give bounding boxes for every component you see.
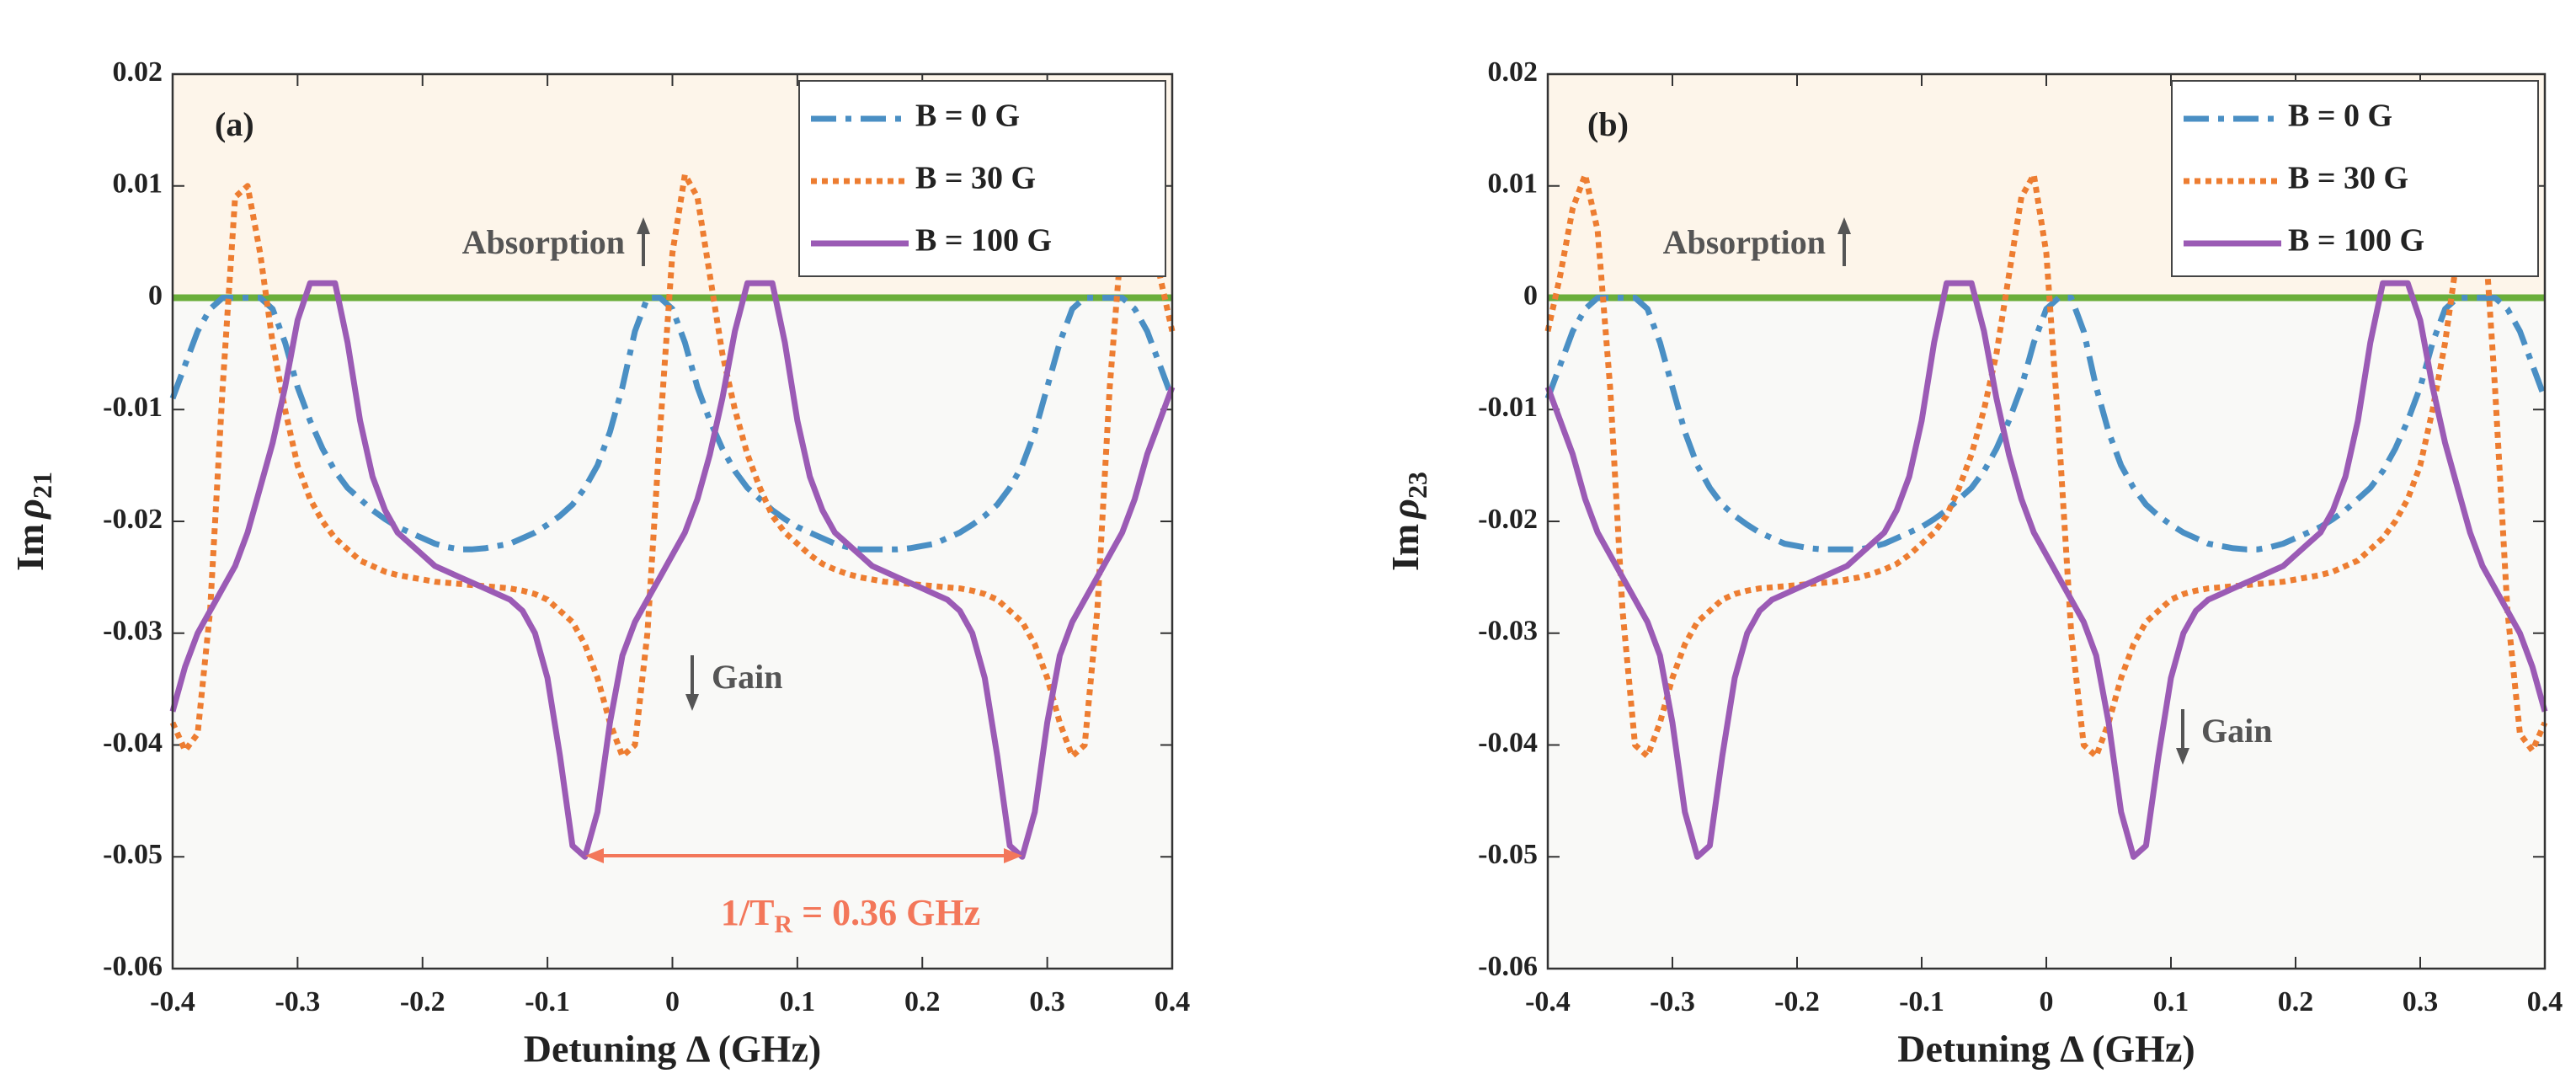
- y-tick-label: -0.01: [1478, 392, 1538, 423]
- x-tick-label: -0.1: [1899, 986, 1944, 1017]
- absorption-arrow-head: [637, 217, 650, 234]
- y-tick-label: -0.02: [103, 504, 163, 535]
- series-line: [169, 280, 1176, 860]
- y-label-prefix: Im: [1384, 524, 1427, 571]
- x-tick-label: -0.2: [400, 986, 445, 1017]
- absorption-arrow-head: [1837, 217, 1851, 234]
- y-tick-label: 0.01: [1488, 168, 1539, 200]
- series-line: [169, 172, 1176, 760]
- y-tick-label: -0.05: [103, 839, 163, 870]
- legend-label: B = 100 G: [915, 223, 1052, 259]
- y-tick-label: 0.01: [113, 168, 163, 200]
- panel-label: (a): [215, 105, 254, 143]
- x-tick-label: 0.2: [904, 986, 941, 1017]
- legend-label: B = 0 G: [2288, 99, 2392, 134]
- x-tick-label: -0.1: [525, 986, 570, 1017]
- period-suffix: = 0.36 GHz: [792, 892, 980, 933]
- gain-arrow-head: [2176, 748, 2189, 765]
- y-tick-label: -0.04: [1478, 727, 1538, 758]
- annotation: Absorption: [462, 223, 625, 261]
- x-tick-label: -0.4: [1525, 986, 1571, 1017]
- x-tick-label: 0: [665, 986, 680, 1017]
- period-arrow-head: [585, 848, 604, 863]
- legend-label: B = 0 G: [915, 99, 1020, 134]
- y-label-symbol: ρ: [1384, 499, 1427, 521]
- axes-frame: [171, 72, 1174, 970]
- series-line: [1544, 280, 2548, 860]
- x-tick-label: 0.1: [2153, 986, 2189, 1017]
- x-tick-label: 0.3: [1029, 986, 1065, 1017]
- y-tick-label: -0.04: [103, 727, 163, 758]
- y-tick-label: -0.02: [1478, 504, 1538, 535]
- annotation: Absorption: [1663, 223, 1826, 261]
- period-label: 1/TR = 0.36 GHz: [721, 892, 980, 938]
- x-tick-label: 0.3: [2403, 986, 2439, 1017]
- y-tick-label: -0.03: [1478, 616, 1538, 647]
- series-line: [1544, 172, 2548, 760]
- period-arrow-head: [1004, 848, 1022, 863]
- y-tick-label: 0: [1523, 280, 1538, 311]
- x-tick-label: 0: [2040, 986, 2054, 1017]
- axes-frame: [1546, 72, 2547, 970]
- y-tick-label: -0.01: [103, 392, 163, 423]
- x-tick-label: 0.1: [780, 986, 816, 1017]
- legend-label: B = 100 G: [2288, 223, 2424, 259]
- y-label-prefix: Im: [8, 524, 51, 571]
- annotation: Gain: [2201, 712, 2272, 750]
- x-tick-label: 0.4: [2527, 986, 2563, 1017]
- y-axis-label: Im ρ23: [1384, 472, 1433, 571]
- y-axis-label: Im ρ21: [8, 472, 58, 571]
- y-tick-label: -0.06: [103, 951, 163, 982]
- legend-label: B = 30 G: [2288, 161, 2408, 196]
- series-line: [1544, 295, 2548, 553]
- period-sub: R: [774, 910, 792, 938]
- x-tick-label: -0.3: [275, 986, 320, 1017]
- y-label-symbol: ρ: [8, 499, 51, 521]
- y-label-sub: 21: [27, 472, 57, 499]
- x-tick-label: 0.4: [1155, 986, 1191, 1017]
- gain-arrow-head: [685, 694, 699, 711]
- period-prefix: 1/T: [721, 892, 775, 933]
- x-axis-label: Detuning Δ (GHz): [1897, 1028, 2195, 1071]
- y-label-sub: 23: [1402, 472, 1432, 499]
- y-tick-label: -0.06: [1478, 951, 1538, 982]
- x-tick-label: -0.2: [1774, 986, 1820, 1017]
- x-tick-label: -0.3: [1650, 986, 1695, 1017]
- legend-label: B = 30 G: [915, 161, 1036, 196]
- annotation: Gain: [712, 658, 782, 696]
- y-tick-label: -0.03: [103, 616, 163, 647]
- x-tick-label: 0.2: [2278, 986, 2314, 1017]
- x-tick-label: -0.4: [150, 986, 195, 1017]
- series-line: [169, 295, 1176, 553]
- y-tick-label: 0.02: [113, 56, 163, 88]
- y-tick-label: -0.05: [1478, 839, 1538, 870]
- panel-label: (b): [1587, 105, 1629, 143]
- gain-region: [1548, 297, 2545, 969]
- y-tick-label: 0.02: [1488, 56, 1539, 88]
- x-axis-label: Detuning Δ (GHz): [524, 1028, 821, 1071]
- y-tick-label: 0: [148, 280, 163, 311]
- gain-region: [173, 297, 1172, 969]
